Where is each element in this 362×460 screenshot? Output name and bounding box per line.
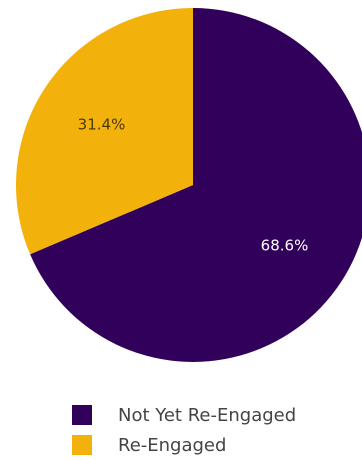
pie-labels: 68.6% 31.4%: [78, 116, 309, 255]
pie-slice-1: [16, 8, 194, 255]
pie-chart: 68.6% 31.4%: [16, 8, 362, 362]
pie-slices: [16, 8, 362, 362]
legend-label-0: Not Yet Re-Engaged: [118, 404, 297, 426]
chart-legend: Not Yet Re-Engaged Re-Engaged: [72, 400, 296, 460]
legend-item-1: Re-Engaged: [72, 430, 296, 460]
legend-swatch-1: [72, 435, 92, 455]
pie-slice-label-1: 31.4%: [78, 116, 126, 134]
legend-label-1: Re-Engaged: [118, 434, 227, 456]
legend-item-0: Not Yet Re-Engaged: [72, 400, 296, 430]
legend-swatch-0: [72, 405, 92, 425]
pie-slice-0: [30, 8, 362, 362]
pie-slice-label-0: 68.6%: [261, 237, 309, 255]
